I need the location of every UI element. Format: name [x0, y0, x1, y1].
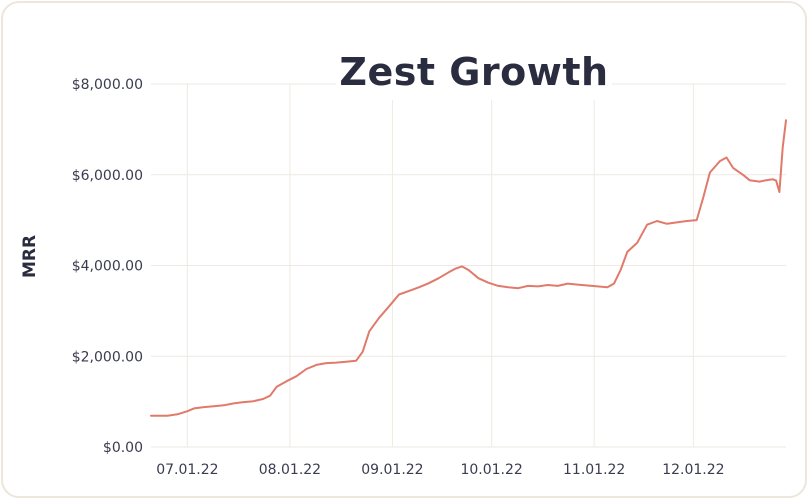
- x-tick-label: 07.01.22: [156, 462, 218, 478]
- gridlines: [151, 83, 786, 448]
- x-tick-label: 08.01.22: [259, 462, 321, 478]
- y-tick-label: $0.00: [103, 440, 143, 456]
- y-tick-label: $8,000.00: [72, 77, 143, 93]
- y-axis-ticks: $0.00 $2,000.00 $4,000.00 $6,000.00 $8,000.0…: [72, 77, 143, 456]
- x-tick-label: 09.01.22: [361, 462, 423, 478]
- chart-title: Zest Growth: [339, 50, 609, 94]
- y-tick-label: $2,000.00: [72, 349, 143, 365]
- x-tick-label: 10.01.22: [460, 462, 522, 478]
- series-line: [150, 119, 787, 417]
- x-tick-label: 11.01.22: [563, 462, 625, 478]
- y-tick-label: $4,000.00: [72, 259, 143, 275]
- y-axis-label: MRR: [20, 234, 40, 278]
- x-axis-ticks: 07.01.22 08.01.22 09.01.22 10.01.22 11.01.22…: [156, 462, 724, 478]
- title-background: [336, 44, 612, 100]
- x-tick-label: 12.01.22: [662, 462, 724, 478]
- y-tick-label: $6,000.00: [72, 168, 143, 184]
- series-layer: [150, 119, 787, 417]
